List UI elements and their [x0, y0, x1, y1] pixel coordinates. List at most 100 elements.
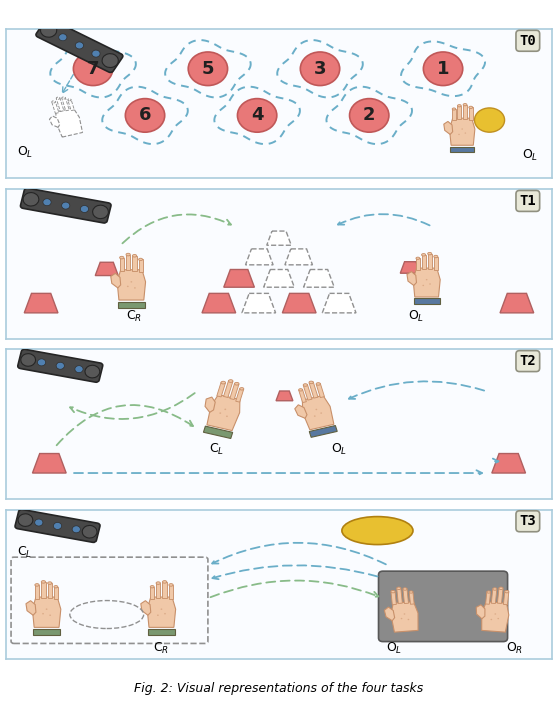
Circle shape [224, 408, 226, 410]
Polygon shape [497, 588, 503, 604]
Ellipse shape [316, 383, 320, 385]
Polygon shape [397, 588, 402, 604]
Text: T2: T2 [519, 354, 536, 368]
Polygon shape [132, 256, 137, 271]
FancyArrowPatch shape [122, 215, 231, 243]
Circle shape [37, 359, 46, 366]
Ellipse shape [234, 382, 239, 385]
Ellipse shape [299, 389, 302, 391]
Ellipse shape [427, 253, 432, 255]
Circle shape [18, 514, 33, 526]
Polygon shape [476, 605, 485, 619]
FancyArrowPatch shape [210, 580, 378, 597]
Circle shape [35, 519, 43, 526]
Polygon shape [119, 258, 124, 272]
FancyBboxPatch shape [15, 510, 100, 542]
Polygon shape [33, 629, 60, 635]
Text: C$_R$: C$_R$ [126, 309, 142, 324]
Ellipse shape [41, 581, 46, 583]
Text: T1: T1 [519, 194, 536, 208]
Circle shape [61, 202, 70, 209]
Circle shape [74, 52, 113, 86]
Ellipse shape [452, 108, 456, 110]
Polygon shape [444, 122, 453, 135]
Polygon shape [500, 293, 533, 313]
FancyArrowPatch shape [212, 543, 386, 564]
Polygon shape [54, 587, 58, 599]
Polygon shape [469, 107, 473, 119]
Polygon shape [309, 382, 318, 398]
Polygon shape [276, 391, 293, 400]
Polygon shape [414, 298, 440, 304]
Polygon shape [205, 397, 215, 412]
Polygon shape [416, 258, 420, 270]
Circle shape [164, 613, 166, 614]
Circle shape [429, 283, 431, 285]
Ellipse shape [342, 517, 413, 545]
FancyBboxPatch shape [21, 189, 111, 223]
Text: O$_L$: O$_L$ [407, 309, 424, 324]
Circle shape [426, 279, 427, 280]
Circle shape [461, 128, 463, 130]
Ellipse shape [150, 585, 154, 588]
Ellipse shape [421, 253, 426, 256]
Polygon shape [41, 582, 46, 598]
Polygon shape [138, 259, 142, 272]
Text: 3: 3 [314, 60, 326, 78]
Polygon shape [304, 269, 334, 288]
Polygon shape [384, 607, 395, 621]
Polygon shape [264, 269, 294, 288]
Circle shape [56, 363, 64, 369]
Circle shape [401, 618, 402, 620]
Polygon shape [282, 293, 316, 313]
Text: T0: T0 [519, 33, 536, 48]
Circle shape [238, 98, 277, 132]
Polygon shape [246, 249, 273, 265]
Circle shape [494, 613, 496, 614]
Text: C$_L$: C$_L$ [17, 545, 32, 560]
Polygon shape [169, 585, 173, 598]
Circle shape [161, 609, 162, 610]
Polygon shape [224, 269, 254, 288]
Polygon shape [413, 268, 440, 297]
FancyBboxPatch shape [378, 571, 508, 641]
Polygon shape [141, 601, 151, 615]
Polygon shape [503, 591, 509, 605]
Circle shape [320, 412, 322, 414]
Circle shape [465, 132, 466, 134]
Circle shape [21, 354, 36, 366]
Circle shape [59, 33, 67, 41]
Polygon shape [304, 384, 312, 400]
Circle shape [300, 52, 340, 86]
Circle shape [72, 526, 80, 533]
Ellipse shape [132, 255, 137, 257]
Circle shape [43, 199, 51, 206]
Circle shape [458, 134, 460, 135]
Circle shape [349, 98, 389, 132]
Ellipse shape [487, 591, 490, 593]
Circle shape [188, 52, 228, 86]
Ellipse shape [493, 587, 497, 590]
Circle shape [127, 285, 129, 287]
Text: O$_L$: O$_L$ [522, 148, 538, 162]
Text: O$_L$: O$_L$ [386, 641, 402, 656]
Polygon shape [50, 116, 60, 127]
Polygon shape [204, 426, 233, 438]
Circle shape [126, 98, 165, 132]
Polygon shape [156, 583, 160, 598]
Polygon shape [482, 602, 509, 632]
Ellipse shape [391, 590, 395, 593]
Circle shape [424, 52, 463, 86]
Circle shape [134, 287, 136, 289]
Polygon shape [492, 454, 526, 473]
Polygon shape [26, 601, 36, 615]
FancyArrowPatch shape [70, 393, 195, 419]
Polygon shape [407, 272, 416, 285]
Ellipse shape [458, 105, 461, 107]
Ellipse shape [156, 582, 160, 585]
Ellipse shape [434, 256, 438, 258]
Circle shape [41, 23, 57, 37]
Polygon shape [323, 293, 356, 313]
Ellipse shape [56, 97, 60, 99]
Polygon shape [118, 301, 145, 308]
